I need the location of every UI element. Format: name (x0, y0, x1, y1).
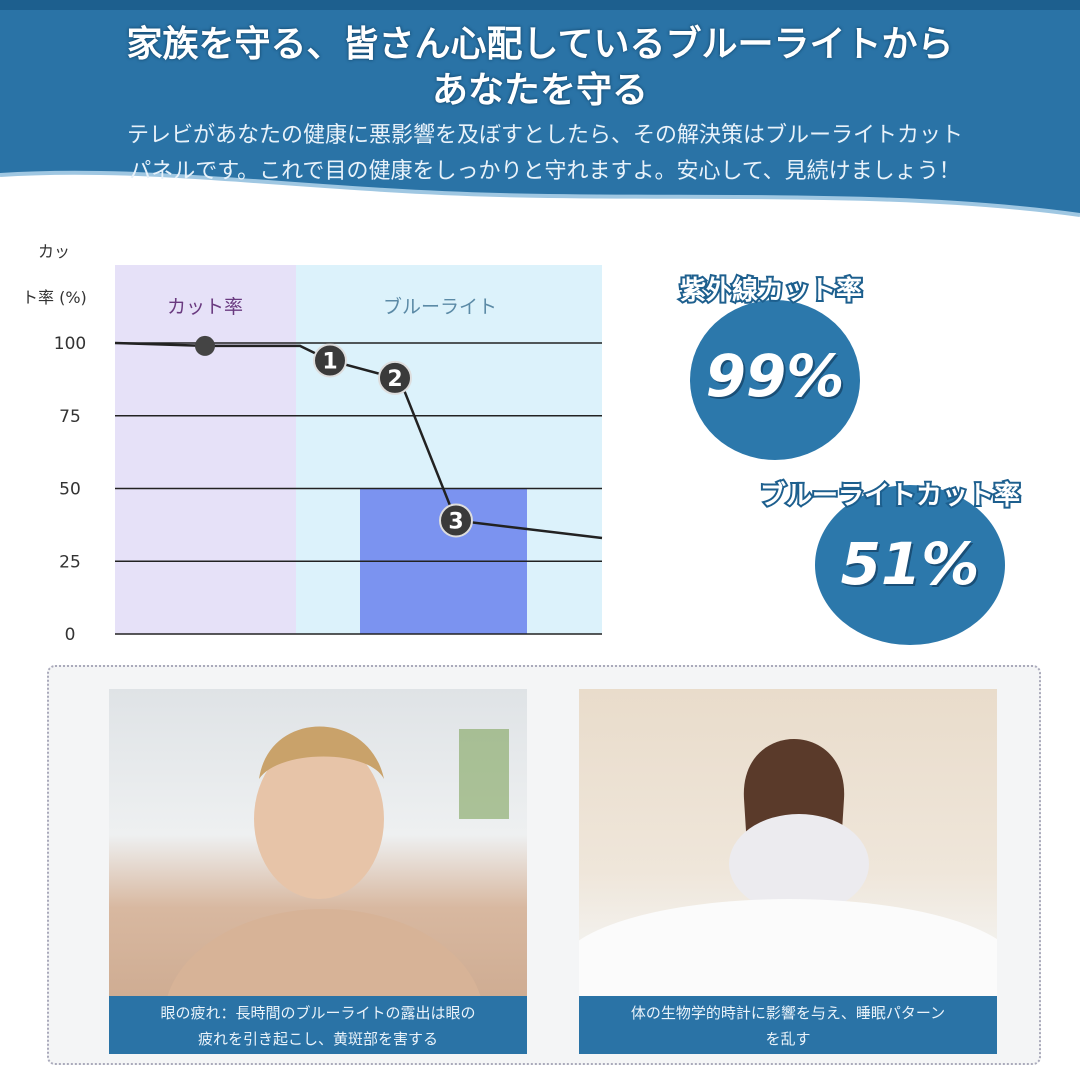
blue-light-cut-label: ブルーライトカット率 (758, 479, 1022, 513)
marker-2 (378, 360, 412, 395)
blue-light-cut-badge: 51% (815, 485, 1005, 645)
caption-line-1: 眼の疲れ：長時間のブルーライトの露出は眼の (160, 1004, 476, 1022)
header-banner: 家族を守る、皆さん心配しているブルーライトから あなたを守る テレビがあなたの健… (0, 0, 1080, 220)
y-tick-label: 100 (54, 334, 86, 354)
eye-strain-caption: 眼の疲れ：長時間のブルーライトの露出は眼の 疲れを引き起こし、黄斑部を害する (109, 996, 527, 1054)
subtitle-line-2: パネルです。これで目の健康をしっかりと守れますよ。安心して、見続けましょう！ (129, 159, 961, 184)
banner-background (0, 0, 1080, 217)
eye-strain-photo: 眼の疲れ：長時間のブルーライトの露出は眼の 疲れを引き起こし、黄斑部を害する (109, 689, 527, 1054)
y-axis-label-2: ト率 (%) (22, 288, 87, 307)
y-tick-label: 25 (59, 552, 81, 572)
uv-cut-value: 99% (705, 342, 845, 410)
uv-cut-badge: 99% (690, 300, 860, 460)
data-point (195, 335, 215, 356)
cut-rate-line (114, 341, 603, 540)
y-tick-label: 0 (65, 625, 76, 645)
marker-label: 2 (387, 367, 402, 392)
sleep-caption: 体の生物学的時計に影響を与え、睡眠パターン を乱す (579, 996, 997, 1054)
sleep-photo: 体の生物学的時計に影響を与え、睡眠パターン を乱す (579, 689, 997, 1054)
region-label: カット率 (167, 296, 243, 318)
caption-line-2: 疲れを引き起こし、黄斑部を害する (197, 1030, 438, 1048)
caption-line-1: 体の生物学的時計に影響を与え、睡眠パターン (630, 1004, 946, 1022)
region-cut-rate (115, 265, 296, 634)
marker-3 (439, 503, 473, 538)
blue-light-cut-value: 51% (840, 530, 980, 598)
marker-label: 3 (448, 510, 463, 535)
caption-line-2: を乱す (765, 1030, 811, 1048)
marker-1 (313, 343, 347, 378)
uv-cut-label: 紫外線カット率 (678, 274, 864, 308)
y-tick-label: 50 (59, 480, 81, 500)
page-title: 家族を守る、皆さん心配しているブルーライトから あなたを守る (0, 22, 1080, 114)
marker-label: 1 (322, 349, 337, 374)
y-tick-label: 75 (59, 407, 81, 427)
cut-rate-chart: カッ ト率 (%) カット率 ブルーライト 100 75 50 25 0 1 2 3 (22, 242, 603, 645)
subtitle: テレビがあなたの健康に悪影響を及ぼすとしたら、その解決策はブルーライトカット パ… (40, 118, 1050, 190)
region-label: ブルーライト (383, 295, 497, 318)
y-axis-label-1: カッ (38, 242, 70, 261)
photo-panel: 眼の疲れ：長時間のブルーライトの露出は眼の 疲れを引き起こし、黄斑部を害する 体… (47, 665, 1041, 1065)
subtitle-line-1: テレビがあなたの健康に悪影響を及ぼすとしたら、その解決策はブルーライトカット (126, 123, 963, 148)
title-line-1: 家族を守る、皆さん心配しているブルーライトから (126, 24, 954, 65)
title-line-2: あなたを守る (431, 70, 648, 111)
